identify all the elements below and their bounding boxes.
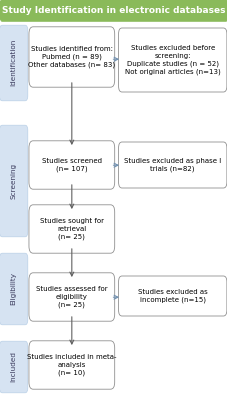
- FancyBboxPatch shape: [29, 205, 114, 253]
- FancyBboxPatch shape: [29, 273, 114, 321]
- FancyBboxPatch shape: [29, 341, 114, 389]
- Text: Studies sought for
retrieval
(n= 25): Studies sought for retrieval (n= 25): [40, 218, 103, 240]
- Text: Studies excluded as
incomplete (n=15): Studies excluded as incomplete (n=15): [137, 289, 207, 303]
- Text: Identification: Identification: [11, 39, 17, 86]
- Text: Study Identification in electronic databases: Study Identification in electronic datab…: [2, 6, 225, 15]
- FancyBboxPatch shape: [29, 27, 114, 87]
- Text: Eligibility: Eligibility: [11, 272, 17, 305]
- FancyBboxPatch shape: [0, 0, 227, 21]
- Text: Screening: Screening: [11, 163, 17, 199]
- FancyBboxPatch shape: [0, 25, 28, 101]
- FancyBboxPatch shape: [118, 28, 226, 92]
- FancyBboxPatch shape: [0, 253, 28, 325]
- Text: Included: Included: [11, 351, 17, 382]
- Text: Studies assessed for
eligibility
(n= 25): Studies assessed for eligibility (n= 25): [36, 286, 107, 308]
- FancyBboxPatch shape: [0, 341, 28, 393]
- Text: Studies screened
(n= 107): Studies screened (n= 107): [42, 158, 101, 172]
- FancyBboxPatch shape: [118, 142, 226, 188]
- FancyBboxPatch shape: [0, 125, 28, 237]
- FancyBboxPatch shape: [118, 276, 226, 316]
- Text: Studies excluded before
screening:
Duplicate studies (n = 52)
Not original artic: Studies excluded before screening: Dupli…: [124, 45, 220, 75]
- Text: Studies included in meta-
analysis
(n= 10): Studies included in meta- analysis (n= 1…: [27, 354, 116, 376]
- FancyBboxPatch shape: [29, 141, 114, 189]
- Text: Studies excluded as phase I
trials (n=82): Studies excluded as phase I trials (n=82…: [123, 158, 220, 172]
- Text: Studies identified from:
Pubmed (n = 89)
Other databases (n= 83): Studies identified from: Pubmed (n = 89)…: [28, 46, 115, 68]
